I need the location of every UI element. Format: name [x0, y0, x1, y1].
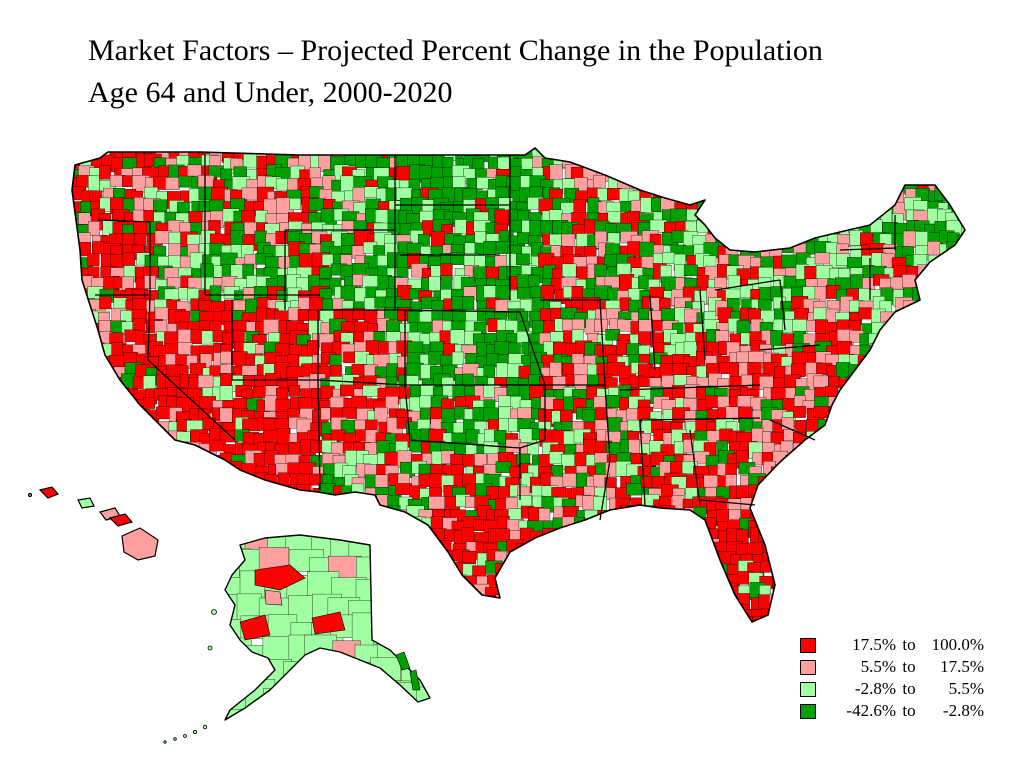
legend-label: -2.8% to 5.5%	[822, 679, 984, 699]
hawaii-counties	[27, 486, 159, 561]
map-title-line-1: Market Factors – Projected Percent Chang…	[88, 34, 823, 67]
legend-label: 5.5% to 17.5%	[822, 657, 984, 677]
legend-label: -42.6% to -2.8%	[822, 701, 984, 721]
legend-range-low: -42.6%	[846, 701, 896, 720]
legend-item: -2.8% to 5.5%	[800, 678, 1000, 700]
legend-range-low: 17.5%	[852, 635, 896, 654]
legend-item: 17.5% to 100.0%	[800, 634, 1000, 656]
map-title-line-2: Age 64 and Under, 2000-2020	[88, 76, 453, 109]
legend-range-high: 5.5%	[948, 679, 984, 698]
legend-range-high: -2.8%	[942, 701, 984, 720]
legend-swatch	[800, 681, 816, 697]
legend-label: 17.5% to 100.0%	[822, 635, 984, 655]
map-title: Market Factors – Projected Percent Chang…	[88, 30, 988, 114]
legend-range-high: 100.0%	[931, 635, 984, 654]
contiguous-united-states-counties	[71, 147, 966, 623]
legend-swatch	[800, 703, 816, 719]
legend-item: 5.5% to 17.5%	[800, 656, 1000, 678]
alaska-boroughs	[163, 534, 431, 744]
legend-range-high: 17.5%	[940, 657, 984, 676]
legend-range-separator: to	[902, 701, 916, 720]
legend-range-separator: to	[902, 635, 916, 654]
map-legend: 17.5% to 100.0% 5.5% to 17.5% -2.8% to 5.5% -42.6…	[800, 634, 1000, 722]
legend-item: -42.6% to -2.8%	[800, 700, 1000, 722]
legend-range-separator: to	[902, 679, 916, 698]
legend-range-low: 5.5%	[860, 657, 896, 676]
legend-range-low: -2.8%	[854, 679, 896, 698]
legend-swatch	[800, 637, 816, 653]
legend-range-separator: to	[902, 657, 916, 676]
legend-swatch	[800, 659, 816, 675]
